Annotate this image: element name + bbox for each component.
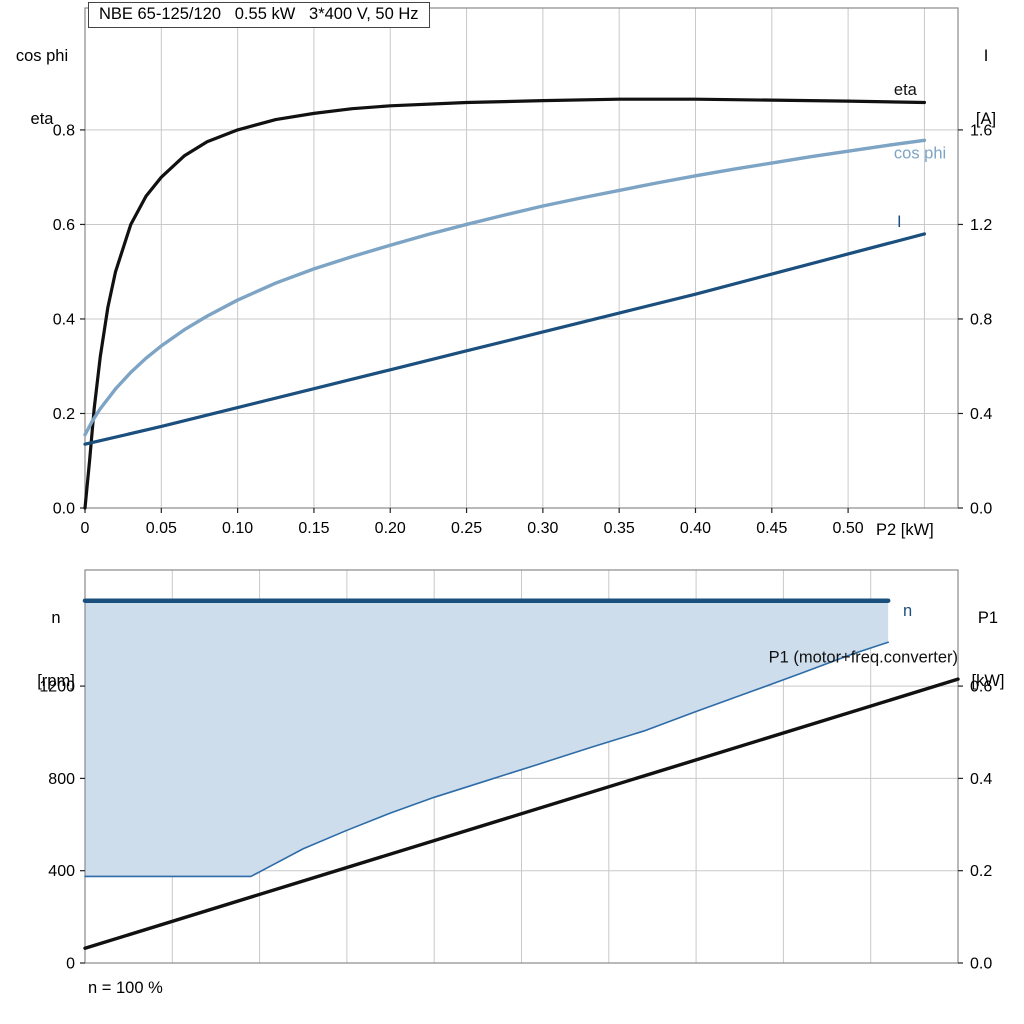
- svg-text:0.45: 0.45: [756, 520, 787, 537]
- svg-text:0.6: 0.6: [970, 679, 992, 696]
- current-axis-unit: [A]: [975, 110, 997, 128]
- svg-text:0: 0: [81, 520, 90, 537]
- svg-text:0.40: 0.40: [680, 520, 711, 537]
- svg-text:0.8: 0.8: [53, 122, 75, 139]
- svg-text:0.15: 0.15: [298, 520, 329, 537]
- svg-text:0.10: 0.10: [222, 520, 253, 537]
- svg-text:800: 800: [48, 771, 75, 788]
- svg-text:n: n: [903, 602, 912, 620]
- eta-axis-label: eta: [30, 110, 54, 128]
- svg-text:0.4: 0.4: [970, 406, 992, 423]
- svg-text:0.25: 0.25: [451, 520, 482, 537]
- bottom-right-axis-title: P1 [kW]: [962, 566, 1014, 734]
- svg-text:0.4: 0.4: [970, 771, 992, 788]
- svg-text:0.0: 0.0: [970, 501, 992, 518]
- top-right-axis-title: I [A]: [960, 4, 1012, 172]
- svg-text:0.50: 0.50: [833, 520, 864, 537]
- svg-text:0.4: 0.4: [53, 311, 75, 328]
- svg-text:0.8: 0.8: [970, 311, 992, 328]
- svg-text:0.0: 0.0: [970, 956, 992, 973]
- svg-text:0.2: 0.2: [53, 406, 75, 423]
- x-axis-label-p2: P2 [kW]: [876, 521, 934, 539]
- speed-axis-unit: [rpm]: [37, 672, 75, 690]
- svg-text:P1 (motor+freq.converter): P1 (motor+freq.converter): [769, 648, 958, 666]
- speed-footnote: n = 100 %: [88, 979, 163, 997]
- svg-text:0.35: 0.35: [604, 520, 635, 537]
- current-axis-label: I: [983, 47, 989, 65]
- svg-text:0.6: 0.6: [53, 217, 75, 234]
- p1-axis-unit: [kW]: [971, 672, 1005, 690]
- svg-text:0: 0: [66, 956, 75, 973]
- svg-text:1.6: 1.6: [970, 122, 992, 139]
- svg-text:0.05: 0.05: [146, 520, 177, 537]
- bottom-left-axis-title: n [rpm]: [25, 566, 87, 734]
- svg-text:0.20: 0.20: [375, 520, 406, 537]
- svg-text:I: I: [897, 213, 902, 231]
- svg-text:eta: eta: [894, 81, 918, 99]
- svg-text:0.30: 0.30: [527, 520, 558, 537]
- p1-axis-label: P1: [977, 609, 999, 627]
- svg-text:1200: 1200: [39, 679, 75, 696]
- chart-title-box: NBE 65-125/120 0.55 kW 3*400 V, 50 Hz: [88, 2, 430, 28]
- svg-text:0.0: 0.0: [53, 501, 75, 518]
- speed-axis-label: n: [51, 609, 61, 627]
- cos-phi-axis-label: cos phi: [15, 47, 69, 65]
- top-left-axis-title: cos phi eta: [5, 4, 79, 172]
- svg-text:cos phi: cos phi: [894, 145, 946, 163]
- svg-text:400: 400: [48, 863, 75, 880]
- svg-text:1.2: 1.2: [970, 217, 992, 234]
- svg-text:0.2: 0.2: [970, 863, 992, 880]
